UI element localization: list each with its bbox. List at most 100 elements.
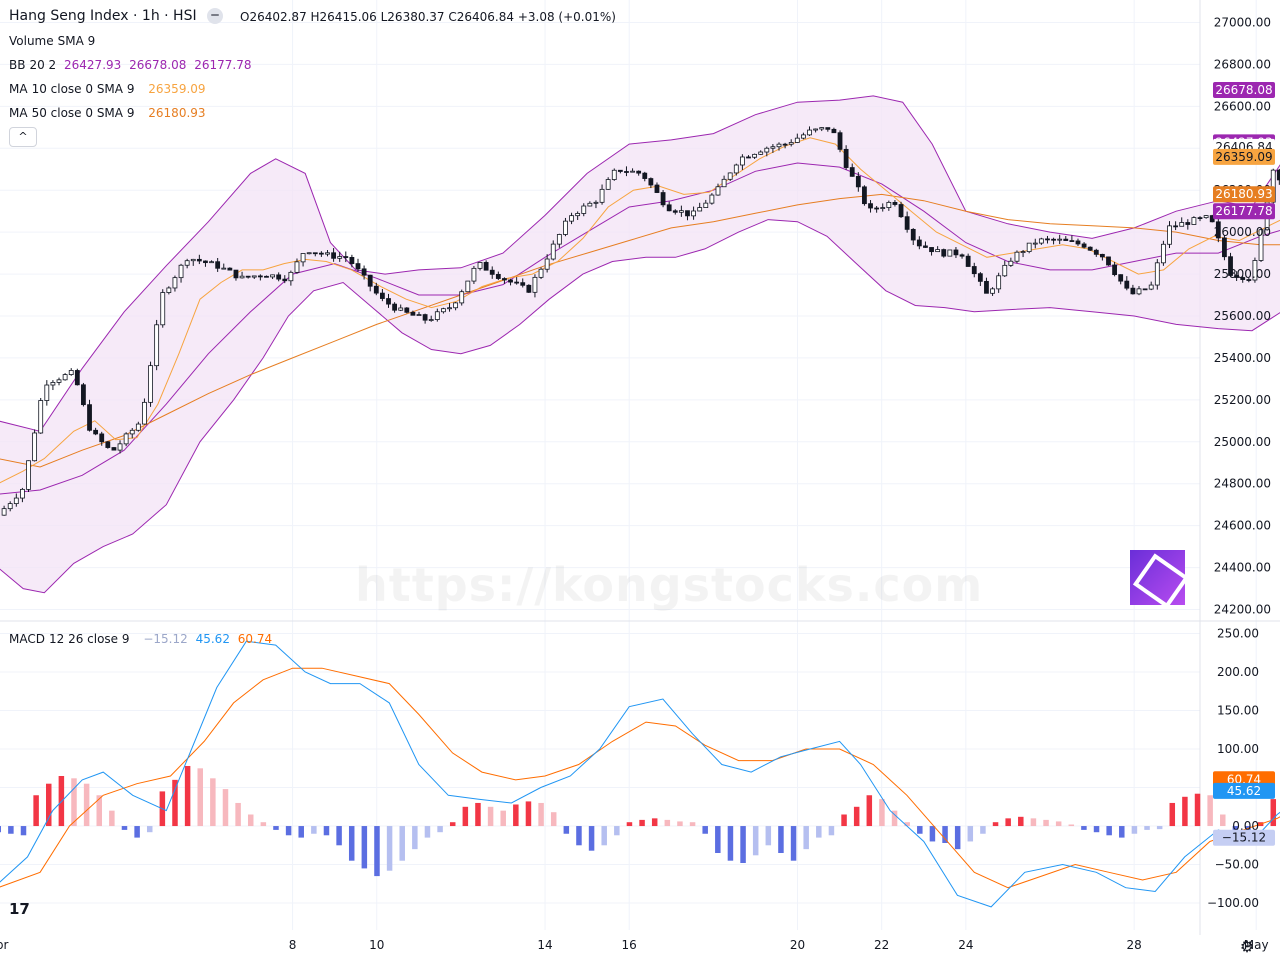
candle-body	[203, 260, 208, 264]
macd-hist-bar	[1005, 818, 1011, 827]
tag-ma10: 26359.09	[1215, 150, 1272, 164]
candle-body	[709, 194, 715, 204]
candle-body	[752, 153, 757, 158]
tag-macd-line-bg	[1213, 782, 1275, 799]
macd-hist-bar	[866, 795, 873, 827]
candle-body	[1093, 249, 1099, 255]
symbol-title[interactable]: Hang Seng Index · 1h · HSI	[9, 8, 197, 24]
macd-hist-bar	[462, 806, 469, 827]
candle-body	[337, 256, 343, 259]
macd-line-value: 45.62	[195, 632, 230, 646]
candle-body	[318, 252, 324, 255]
legend-main: Hang Seng Index · 1h · HSI	[9, 8, 201, 24]
macd-hist-bar	[247, 814, 254, 827]
candle-body	[1002, 264, 1008, 277]
candle-body	[105, 441, 111, 448]
bb-upper-line	[0, 95, 1280, 432]
macd-hist-bar	[134, 826, 140, 838]
candle-body	[93, 429, 99, 435]
macd-hist-bar	[790, 826, 797, 861]
macd-hist-bar	[513, 804, 519, 827]
candle-body	[1215, 221, 1221, 239]
candle-body	[209, 261, 214, 264]
candle-body	[1185, 222, 1191, 225]
macd-hist-bar	[677, 821, 683, 827]
macd-hist-bar	[222, 789, 229, 827]
candle-body	[1161, 243, 1166, 264]
x-tick-label: 10	[369, 938, 384, 952]
legend-macd[interactable]: MACD 12 26 close 9 −15.12 45.62 60.74	[9, 631, 276, 647]
candle-body	[1026, 242, 1032, 253]
candle-body	[178, 264, 184, 279]
candle-body	[886, 201, 892, 208]
macd-hist-bar	[778, 826, 784, 853]
legend-volume[interactable]: Volume SMA 9	[9, 33, 99, 49]
tradingview-logo-icon[interactable]: 17	[9, 900, 30, 918]
candle-body	[489, 269, 495, 275]
candle-body	[245, 275, 251, 278]
tag-bb-upper-bg	[1213, 81, 1275, 98]
candle-body	[142, 401, 147, 425]
macd-hist-bar	[651, 818, 658, 827]
macd-hist-bar	[1106, 826, 1112, 836]
candle-body	[666, 204, 672, 212]
candle-body	[1014, 251, 1020, 262]
candle-body	[416, 314, 422, 316]
candle-body	[1197, 217, 1203, 220]
collapse-legend-button[interactable]: ^	[9, 127, 37, 147]
gear-icon[interactable]: ⚙	[1239, 937, 1255, 956]
macd-hist-bar	[500, 810, 506, 827]
candle-body	[184, 260, 190, 266]
macd-hist-bar	[828, 826, 835, 836]
candle-body	[593, 201, 599, 204]
candle-body	[855, 175, 861, 188]
bb-upper-value: 26678.08	[129, 58, 187, 72]
candle-body	[111, 447, 117, 451]
candle-body	[819, 127, 825, 130]
tag-macd-hist-bg	[1213, 829, 1275, 846]
candle-body	[459, 291, 465, 304]
candle-body	[294, 261, 300, 273]
macd-hist-bar	[437, 826, 443, 833]
macd-hist-bar	[449, 822, 456, 827]
candle-body	[502, 278, 507, 281]
macd-hist-bar	[879, 799, 885, 827]
legend-bb[interactable]: BB 20 2 26427.93 26678.08 26177.78	[9, 57, 255, 73]
candle-body	[1222, 237, 1227, 258]
candle-body	[611, 169, 617, 180]
candle-body	[868, 203, 873, 209]
macd-signal-value: 60.74	[237, 632, 273, 646]
candle-body	[764, 147, 770, 153]
macd-hist-bar	[83, 783, 90, 827]
y-tick-label: 24400.00	[1214, 561, 1271, 575]
macd-hist-bar	[348, 826, 355, 861]
candle-body	[160, 292, 166, 326]
candle-body	[227, 267, 233, 271]
candle-body	[807, 129, 812, 136]
candle-body	[1276, 169, 1280, 181]
candle-body	[733, 164, 739, 174]
legend-ma50[interactable]: MA 50 close 0 SMA 9 26180.93	[9, 105, 210, 121]
legend-ma10[interactable]: MA 10 close 0 SMA 9 26359.09	[9, 81, 210, 97]
macd-hist-bar	[1144, 826, 1150, 830]
candle-body	[1252, 260, 1258, 281]
candle-body	[703, 202, 709, 208]
macd-hist-bar	[853, 806, 860, 827]
candle-body	[544, 258, 550, 270]
macd-hist-bar	[273, 826, 279, 830]
candle-body	[721, 178, 727, 188]
ma50-line	[0, 193, 1280, 468]
tag-macd-line: 45.62	[1227, 784, 1261, 798]
candle-body	[825, 127, 831, 130]
candle-body	[154, 324, 160, 367]
candle-body	[788, 142, 794, 145]
candle-body	[617, 169, 623, 172]
candle-body	[361, 268, 367, 276]
visibility-eye-icon[interactable]	[207, 8, 223, 24]
candle-body	[331, 252, 336, 259]
tag-ma10-bg	[1213, 148, 1275, 165]
macd-signal-line	[0, 667, 1280, 889]
candle-body	[587, 202, 593, 207]
candle-body	[477, 262, 483, 269]
